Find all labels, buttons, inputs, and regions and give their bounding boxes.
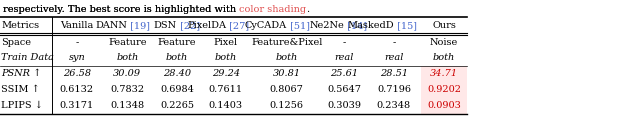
Text: Ours: Ours	[432, 21, 456, 30]
Bar	[421, 98, 467, 114]
Text: PixelDA: PixelDA	[187, 21, 226, 30]
Text: 0.9202: 0.9202	[427, 85, 461, 94]
Text: LPIPS ↓: LPIPS ↓	[1, 101, 43, 110]
Text: [14]: [14]	[344, 21, 367, 30]
Text: Feature: Feature	[108, 38, 147, 47]
Text: real: real	[384, 53, 404, 62]
Text: Space: Space	[1, 38, 31, 47]
Text: 0.6132: 0.6132	[60, 85, 94, 94]
Text: Ne2Ne: Ne2Ne	[310, 21, 344, 30]
Text: 29.24: 29.24	[212, 69, 240, 78]
Text: respectively. The best score is highlighted with: respectively. The best score is highligh…	[3, 5, 239, 14]
Text: 0.7832: 0.7832	[110, 85, 145, 94]
Text: 26.58: 26.58	[63, 69, 91, 78]
Text: [15]: [15]	[394, 21, 417, 30]
Text: -: -	[342, 38, 346, 47]
Bar	[421, 82, 467, 98]
Text: 34.71: 34.71	[430, 69, 458, 78]
Text: CyCADA: CyCADA	[244, 21, 287, 30]
Text: [19]: [19]	[127, 21, 150, 30]
Text: Feature&Pixel: Feature&Pixel	[251, 38, 323, 47]
Text: 0.3039: 0.3039	[327, 101, 362, 110]
Text: 0.6984: 0.6984	[160, 85, 194, 94]
Text: 30.09: 30.09	[113, 69, 141, 78]
Text: MaskedD: MaskedD	[348, 21, 394, 30]
Text: syn: syn	[68, 53, 85, 62]
Text: 0.1403: 0.1403	[209, 101, 243, 110]
Text: 0.7196: 0.7196	[377, 85, 411, 94]
Text: SSIM ↑: SSIM ↑	[1, 85, 40, 94]
Text: Pixel: Pixel	[214, 38, 238, 47]
Text: Noise: Noise	[430, 38, 458, 47]
Text: -: -	[75, 38, 79, 47]
Text: Train Data: Train Data	[1, 53, 54, 62]
Text: DANN: DANN	[95, 21, 127, 30]
Text: 0.2265: 0.2265	[160, 101, 194, 110]
Text: Metrics: Metrics	[1, 21, 40, 30]
Text: real: real	[335, 53, 354, 62]
Text: 0.7611: 0.7611	[209, 85, 243, 94]
Text: 0.2348: 0.2348	[377, 101, 411, 110]
Text: 30.81: 30.81	[273, 69, 301, 78]
Text: Feature: Feature	[157, 38, 196, 47]
Text: 0.1348: 0.1348	[110, 101, 145, 110]
Text: .: .	[307, 5, 310, 14]
Text: 28.51: 28.51	[380, 69, 408, 78]
Text: color shading: color shading	[239, 5, 307, 14]
Text: [51]: [51]	[287, 21, 310, 30]
Text: 28.40: 28.40	[163, 69, 191, 78]
Text: both: both	[215, 53, 237, 62]
Text: both: both	[276, 53, 298, 62]
Text: both: both	[166, 53, 188, 62]
Text: 25.61: 25.61	[330, 69, 358, 78]
Text: 0.5647: 0.5647	[327, 85, 362, 94]
Text: both: both	[116, 53, 138, 62]
Text: 0.0903: 0.0903	[428, 101, 461, 110]
Bar	[421, 66, 467, 82]
Text: -: -	[392, 38, 396, 47]
Text: respectively. The best score is highlighted with: respectively. The best score is highligh…	[3, 5, 239, 14]
Text: Vanilla: Vanilla	[60, 21, 93, 30]
Text: 0.3171: 0.3171	[60, 101, 94, 110]
Text: PSNR ↑: PSNR ↑	[1, 69, 42, 78]
Text: 0.8067: 0.8067	[270, 85, 303, 94]
Text: both: both	[433, 53, 455, 62]
Text: DSN: DSN	[154, 21, 177, 30]
Text: [22]: [22]	[177, 21, 200, 30]
Text: [27]: [27]	[226, 21, 249, 30]
Text: 0.1256: 0.1256	[269, 101, 304, 110]
